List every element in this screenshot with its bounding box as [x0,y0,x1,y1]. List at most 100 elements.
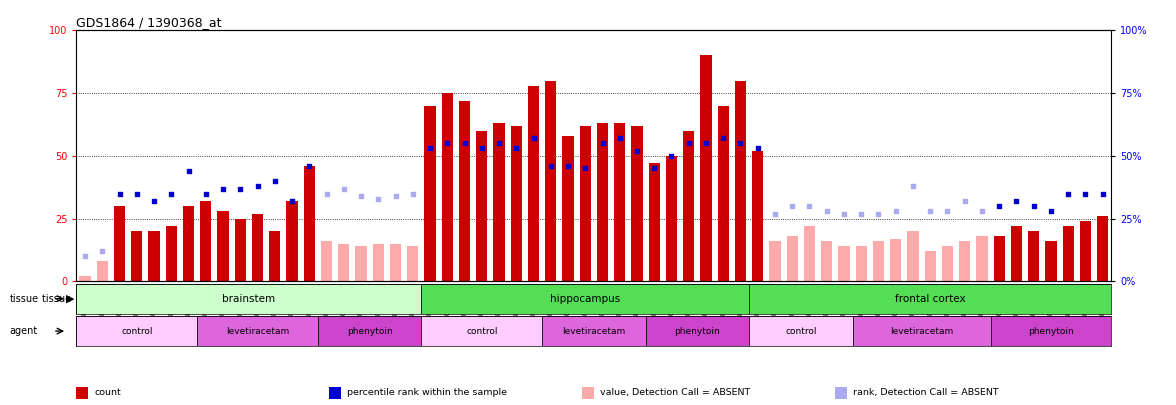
Text: phenytoin: phenytoin [675,326,720,336]
Bar [421,284,749,314]
Bar [683,131,694,281]
Bar [542,316,646,346]
Point [610,135,629,142]
Point [111,190,129,197]
Text: agent: agent [9,326,38,336]
Bar [838,246,849,281]
Text: frontal cortex: frontal cortex [895,294,965,304]
Point [369,195,388,202]
Bar [183,206,194,281]
Point [473,145,492,151]
Bar [390,244,401,281]
Point [628,148,647,154]
Point [990,203,1009,209]
Bar [132,231,142,281]
Text: levetiracetam: levetiracetam [562,326,626,336]
Point [1076,190,1095,197]
Point [662,153,681,159]
Point [851,211,870,217]
Point [1024,203,1043,209]
Bar [218,211,228,281]
Bar [546,81,556,281]
Bar [960,241,970,281]
Bar [1097,216,1108,281]
Text: tissue: tissue [9,294,39,304]
Bar [769,241,781,281]
Bar [890,239,901,281]
Bar [407,246,419,281]
Bar [735,81,746,281]
Bar [873,241,884,281]
Bar [252,214,263,281]
Bar [853,316,990,346]
Bar [166,226,176,281]
Bar [749,284,1111,314]
Point [731,140,750,147]
Bar [321,241,332,281]
Bar [942,246,953,281]
Point [386,193,405,199]
Bar [994,236,1004,281]
Point [1007,198,1025,205]
Point [437,140,456,147]
Text: percentile rank within the sample: percentile rank within the sample [347,388,507,397]
Point [973,208,991,214]
Point [300,163,319,169]
Bar [1028,231,1040,281]
Point [921,208,940,214]
Bar [114,206,125,281]
Point [714,135,733,142]
Point [524,135,543,142]
Bar [597,123,608,281]
Bar [76,284,421,314]
Bar [80,277,91,281]
Point [507,145,526,151]
Bar [459,101,470,281]
Bar [76,316,198,346]
Bar [990,316,1111,346]
Bar [749,316,853,346]
Bar [442,93,453,281]
Bar [287,201,298,281]
Point [887,208,906,214]
Bar [701,55,711,281]
Point [955,198,974,205]
Point [403,190,422,197]
Point [214,185,233,192]
Point [162,190,181,197]
Bar [421,316,542,346]
Point [282,198,301,205]
Bar [318,316,421,346]
Bar [646,316,749,346]
Bar [717,106,729,281]
Point [1094,190,1112,197]
Point [489,140,508,147]
Bar [373,244,383,281]
Text: levetiracetam: levetiracetam [890,326,954,336]
Point [783,203,802,209]
Text: value, Detection Call = ABSENT: value, Detection Call = ABSENT [600,388,750,397]
Point [644,165,663,172]
Bar [200,201,212,281]
Bar [976,236,988,281]
Point [766,211,784,217]
Bar [528,85,539,281]
Point [421,145,440,151]
Bar [908,231,918,281]
Bar [494,123,505,281]
Bar [580,126,590,281]
Point [1042,208,1061,214]
Point [127,190,146,197]
Bar [562,136,574,281]
Point [1058,190,1077,197]
Bar [355,246,367,281]
Text: control: control [786,326,816,336]
Bar [1080,221,1091,281]
Text: GDS1864 / 1390368_at: GDS1864 / 1390368_at [76,16,222,29]
Bar [787,236,797,281]
Bar [339,244,349,281]
Text: control: control [466,326,497,336]
Bar [510,126,522,281]
Point [800,203,818,209]
Text: control: control [121,326,153,336]
